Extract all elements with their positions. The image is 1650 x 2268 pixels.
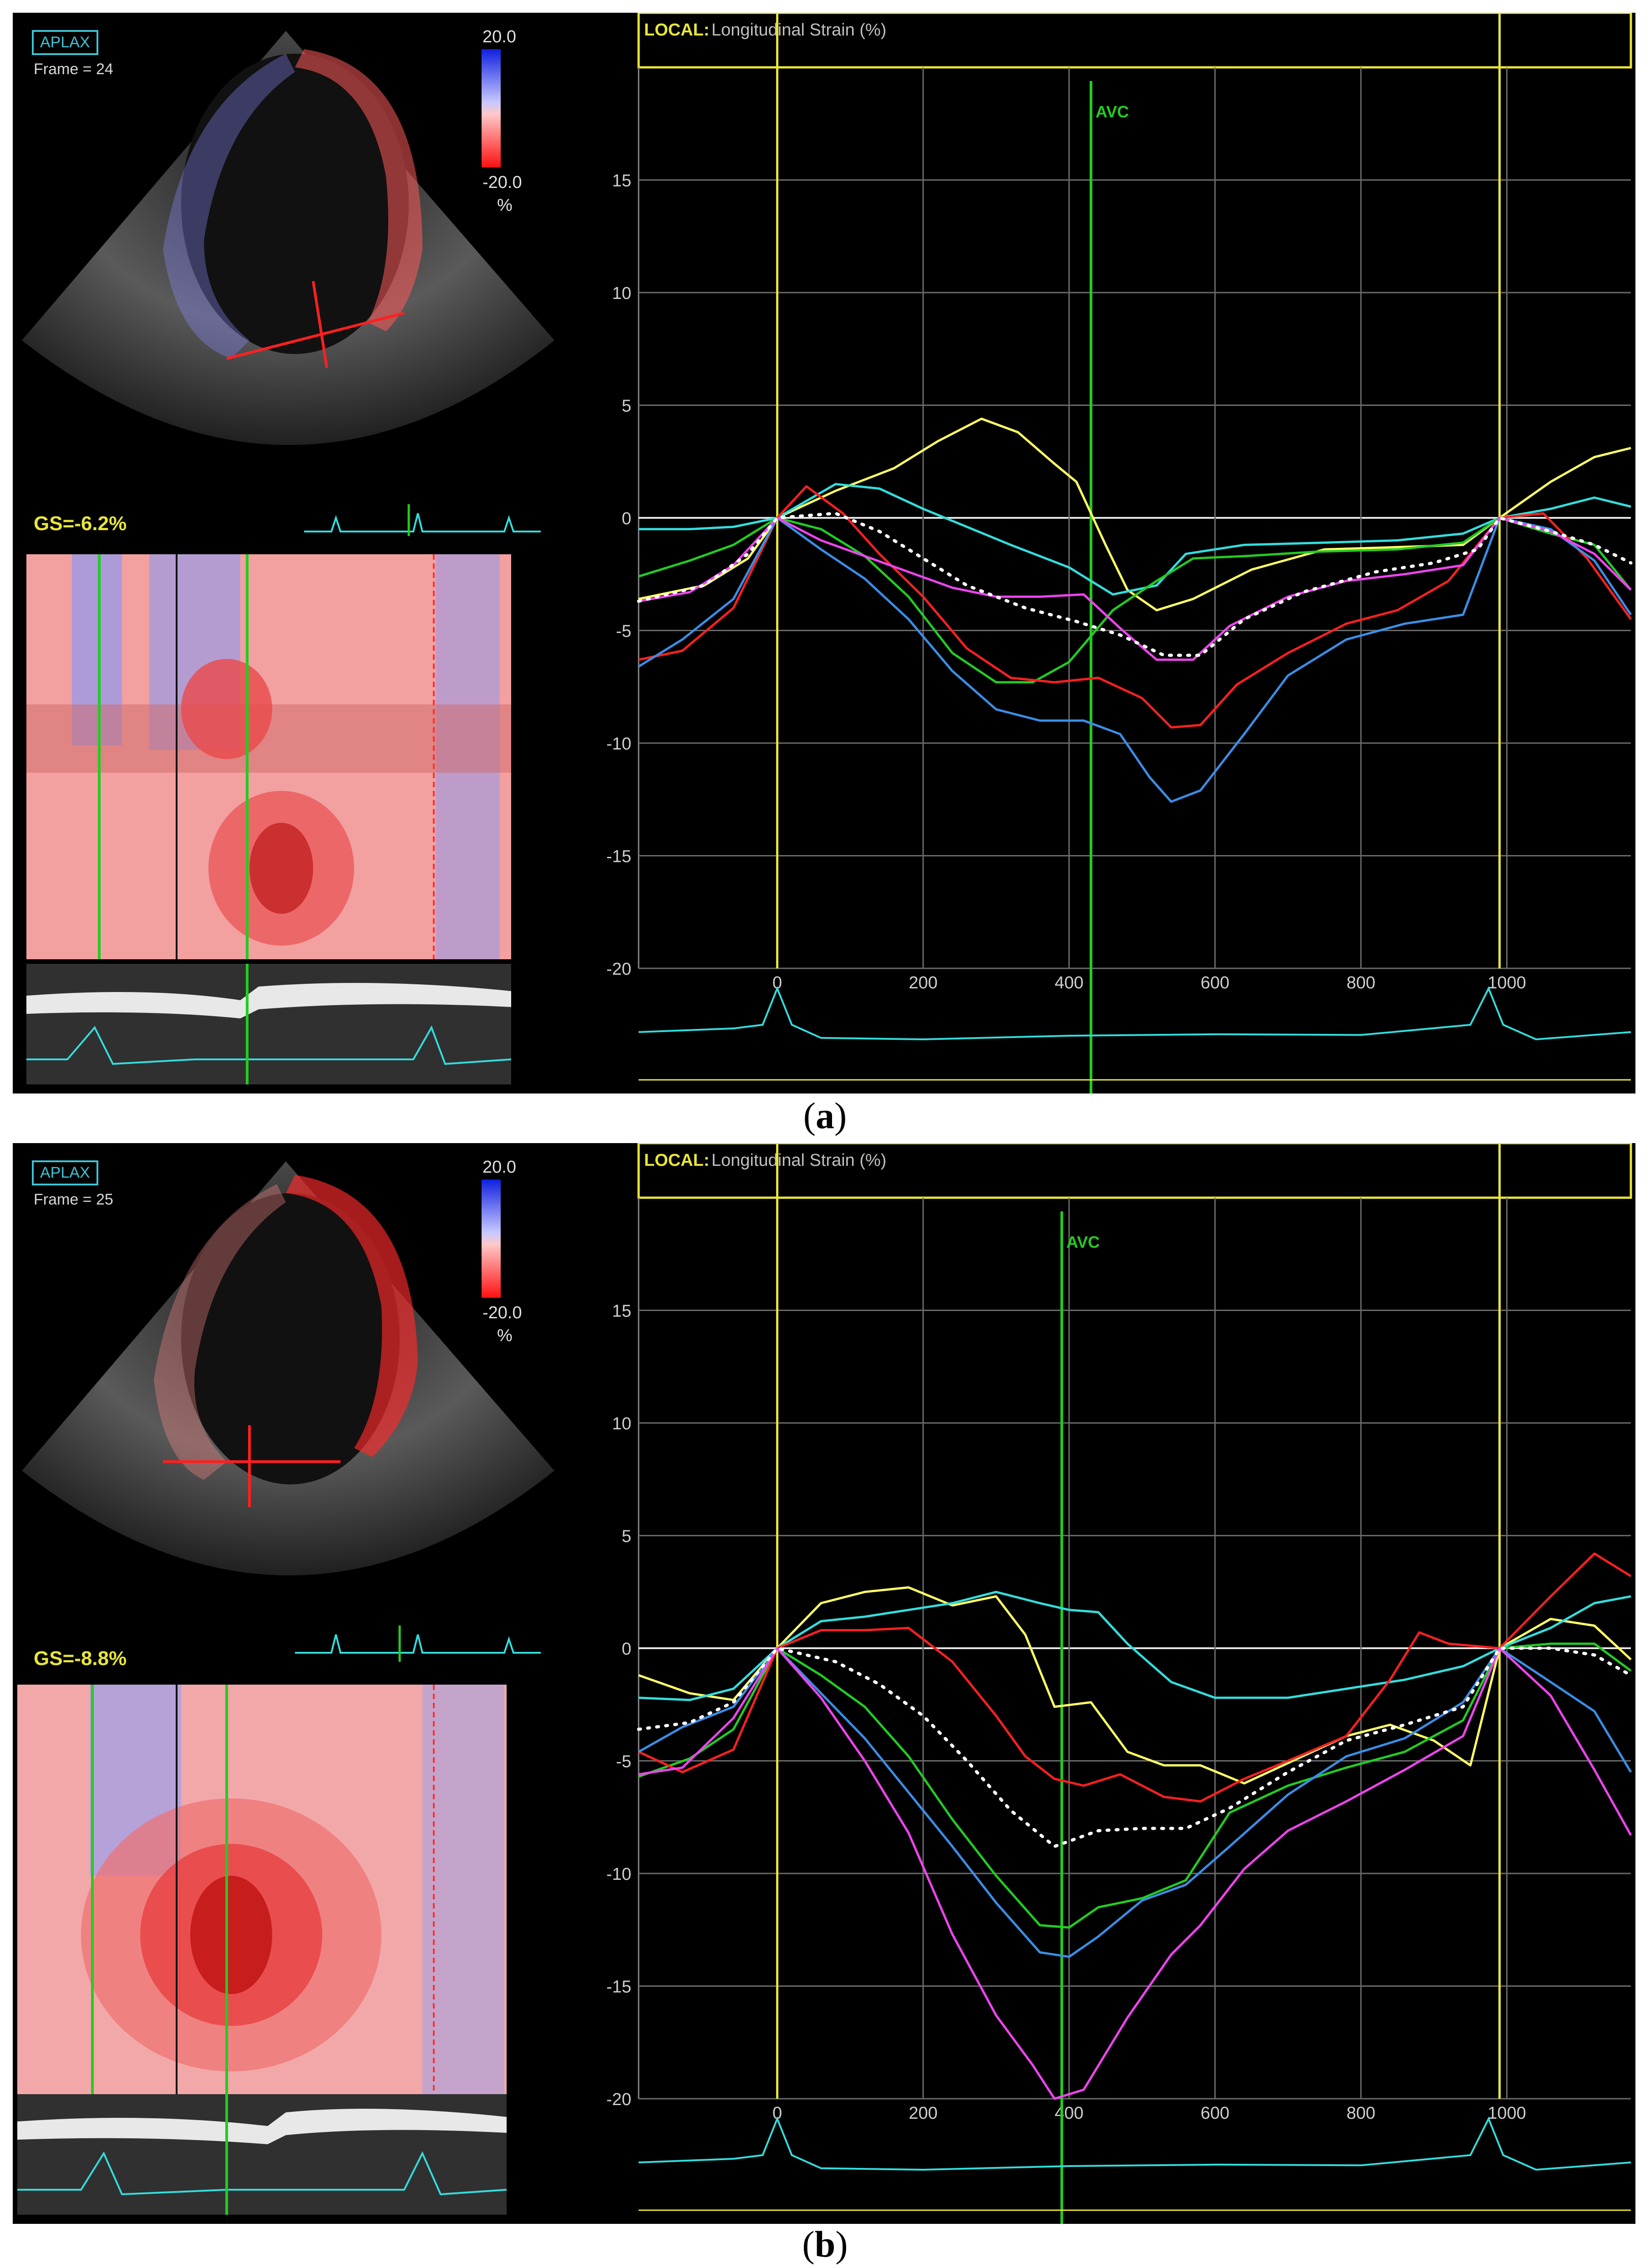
panel-caption-a: (a) [803,1095,847,1136]
colorbar [482,49,501,167]
y-tick-label: 0 [622,509,631,528]
y-tick-label: -15 [606,1978,631,1997]
x-tick-label: 400 [1055,973,1083,992]
mini-ecg-trace [304,513,541,532]
colorbar [482,1180,501,1298]
colorbar-min-label: -20.0 [482,173,522,192]
strain-series-line-6 [638,1647,1632,2100]
echo-panel-a: APLAX Frame = 24 20.0 -20.0 % GS=-6.2% L… [13,13,1635,1094]
lv-cavity [181,54,409,354]
strain-series-line-4 [638,485,1632,729]
y-tick-label: -10 [606,1865,631,1884]
strain-chart-b: LOCAL: Longitudinal Strain (%) 15 10 5 0 -5 -… [606,1143,1633,2224]
avc-marker-label: AVC [1066,1233,1100,1251]
left-imaging-column-b [17,1161,554,2215]
x-tick-label: 800 [1346,2104,1375,2123]
colorbar-max-label: 20.0 [482,27,516,46]
chart-title-prefix: LOCAL: [644,20,710,40]
chart-title-box [637,13,1632,69]
y-tick-label: -5 [616,622,631,641]
strain-series-line-3 [638,1642,1632,1929]
avc-marker-label: AVC [1096,102,1129,121]
view-tag: APLAX [32,30,98,55]
x-tick-label: 800 [1346,973,1375,992]
strain-series-line-4 [638,1552,1632,1803]
m-mode-strip [26,964,511,1084]
y-tick-label: -5 [616,1752,631,1772]
strain-series-line-5 [638,516,1632,803]
y-tick-label: 10 [612,284,631,303]
y-tick-label: 5 [622,397,631,416]
strain-series-line-1 [638,417,1631,612]
x-tick-label: 1000 [1488,973,1526,992]
y-tick-label: -20 [606,2090,631,2109]
left-imaging-column-a [22,31,554,1084]
x-tick-label: 1000 [1488,2104,1526,2123]
chart-title-prefix: LOCAL: [644,1151,710,1170]
y-tick-label: 15 [612,1302,631,1321]
mini-ecg-trace [295,1634,541,1654]
x-tick-label: 400 [1055,2104,1083,2123]
global-strain-value: GS=-6.2% [34,512,127,535]
strain-overlay [286,1175,418,1457]
colorbar-max-label: 20.0 [482,1158,516,1177]
colorbar-unit-label: % [497,1326,513,1345]
x-tick-label: 200 [909,973,937,992]
ecg-trace [638,986,1631,1041]
y-tick-label: -20 [606,960,631,979]
lv-cavity [181,1193,400,1484]
echo-panel-b: APLAX Frame = 25 20.0 -20.0 % GS=-8.8% L… [13,1143,1635,2224]
ecg-trace [638,2116,1631,2171]
strain-series-line-1 [638,1586,1632,1785]
strain-series-line-7 [637,511,1633,657]
strain-overlay-septum [154,1184,286,1480]
chart-title: Longitudinal Strain (%) [711,1151,886,1170]
x-tick-label: 0 [772,2104,782,2123]
frame-number: Frame = 24 [34,61,113,78]
strain-series-line-2 [638,1590,1631,1701]
y-tick-label: 0 [622,1640,631,1659]
global-strain-value: GS=-8.8% [34,1647,127,1670]
y-tick-label: -15 [606,847,631,866]
mitral-marker [226,312,405,360]
x-tick-label: 0 [772,973,782,992]
y-tick-label: 15 [612,172,631,191]
x-tick-label: 600 [1201,973,1229,992]
x-tick-label: 600 [1201,2104,1229,2123]
colorbar-min-label: -20.0 [482,1303,522,1322]
y-tick-label: 10 [612,1414,631,1433]
view-tag: APLAX [32,1160,98,1185]
panel-caption-b: (b) [802,2223,848,2265]
strain-overlay [295,49,422,331]
chart-title: Longitudinal Strain (%) [711,20,886,40]
strain-series-line-2 [639,483,1631,596]
colorbar-unit-label: % [497,196,513,215]
strain-series-line-3 [638,516,1632,683]
strain-chart-a: LOCAL: Longitudinal Strain (%) 15 10 5 0 -5 -… [606,13,1633,1094]
strain-series-line-7 [637,1646,1633,1848]
chart-title-box [637,1143,1632,1199]
frame-number: Frame = 25 [34,1191,113,1208]
strain-overlay-septum [163,54,295,359]
y-tick-label: -10 [606,734,631,754]
y-tick-label: 5 [622,1527,631,1546]
x-tick-label: 200 [909,2104,937,2123]
strain-series-line-5 [638,1647,1632,1958]
